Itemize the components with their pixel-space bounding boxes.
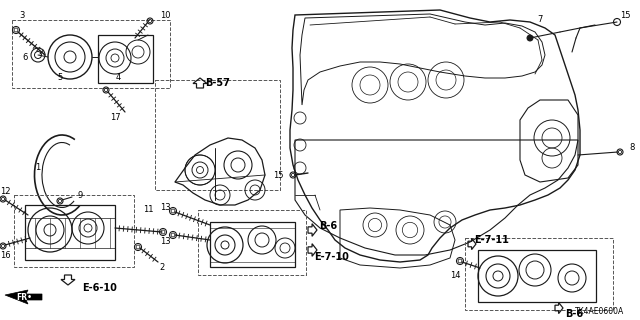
Text: 2: 2	[159, 263, 164, 273]
Text: E-7-10: E-7-10	[315, 252, 349, 262]
Text: 12: 12	[0, 188, 10, 196]
Text: 6: 6	[22, 53, 28, 62]
Text: 3: 3	[19, 11, 25, 20]
Text: 13: 13	[160, 203, 170, 212]
Bar	[478, 250, 596, 302]
Text: 17: 17	[109, 114, 120, 123]
Text: 10: 10	[160, 11, 170, 20]
Text: 9: 9	[77, 190, 83, 199]
Text: 16: 16	[0, 251, 10, 260]
Circle shape	[527, 35, 533, 41]
Text: 14: 14	[450, 270, 460, 279]
Polygon shape	[5, 290, 42, 304]
Text: E-7-11: E-7-11	[475, 235, 509, 245]
Text: E-6-10: E-6-10	[83, 283, 117, 293]
Text: 4: 4	[115, 74, 120, 83]
Text: B-6: B-6	[319, 221, 337, 231]
Text: 1: 1	[35, 164, 40, 172]
Text: B-57: B-57	[205, 78, 230, 88]
Bar	[465, 238, 613, 310]
Text: 15: 15	[273, 171, 284, 180]
Text: 13: 13	[160, 237, 170, 246]
Text: FR•: FR•	[16, 292, 32, 301]
Text: 7: 7	[538, 15, 543, 25]
Bar	[98, 35, 153, 83]
Bar	[210, 222, 295, 267]
Text: 8: 8	[629, 143, 635, 153]
Bar	[198, 210, 306, 275]
Bar	[155, 80, 280, 190]
Text: 11: 11	[143, 205, 153, 214]
Text: 5: 5	[58, 74, 63, 83]
Bar	[12, 20, 170, 88]
Text: B-6: B-6	[565, 309, 583, 319]
Text: TK4AE0600A: TK4AE0600A	[575, 308, 625, 316]
Bar	[14, 195, 134, 267]
Bar	[25, 205, 115, 260]
Text: 15: 15	[620, 12, 630, 20]
